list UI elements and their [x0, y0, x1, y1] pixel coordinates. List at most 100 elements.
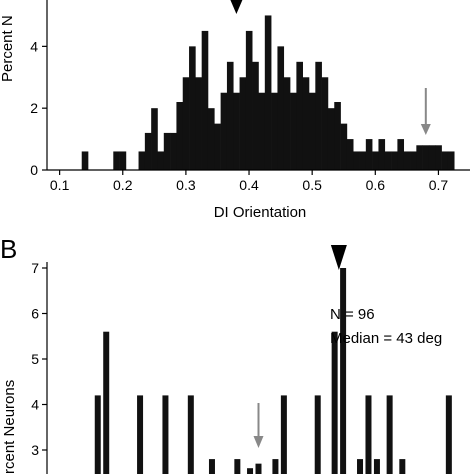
panel-a-bar	[365, 139, 373, 170]
panel-a-bar	[233, 92, 240, 170]
panel-a-bar	[220, 92, 228, 170]
panel-b-bar	[255, 463, 262, 474]
panel-a-bar	[163, 132, 171, 170]
panel-a-bar	[428, 145, 436, 170]
panel-a-gray-arrow	[420, 88, 431, 135]
panel-b-bar	[272, 459, 279, 474]
panel-b-histogram: B 3 4 5 6 7 rcent Neurons N = 96 Median = 43…	[0, 234, 452, 474]
panel-a-bar	[359, 151, 367, 170]
panel-b-bar	[94, 395, 101, 474]
panel-a-bar	[283, 77, 291, 170]
panel-b-bar	[234, 459, 241, 474]
panel-b-bar	[280, 395, 287, 474]
panel-a-bar	[144, 132, 152, 170]
annotation-median: Median = 43 deg	[330, 330, 442, 347]
panel-b-bar	[373, 459, 380, 474]
panel-b-bar	[357, 459, 364, 474]
panel-b-bar	[162, 395, 169, 474]
panel-b-y-ticks: 3 4 5 6 7	[31, 260, 47, 458]
panel-a-bar	[195, 77, 202, 170]
panel-b-y-tick-label: 6	[31, 306, 39, 322]
panel-a-bar	[410, 151, 417, 170]
panel-b-gray-arrow	[253, 403, 264, 448]
panel-a-bar	[422, 145, 430, 170]
panel-a-bar	[258, 92, 266, 170]
panel-a-y-ticks: 0 2 4	[30, 38, 47, 178]
panel-a-bar	[277, 46, 285, 171]
panel-b-bar	[314, 395, 321, 474]
panel-a-bar	[353, 151, 360, 170]
panel-a-histogram: 0.1 0.2 0.3 0.4 0.5 0.6 0.7 0 2 4 DI Orientation…	[0, 0, 470, 221]
panel-b-bar	[103, 331, 110, 474]
panel-a-bar	[372, 151, 379, 170]
panel-a-bar	[435, 145, 442, 170]
panel-a-bar	[321, 77, 329, 170]
panel-a-x-tick-label: 0.1	[50, 177, 70, 193]
panel-a-bar	[384, 151, 392, 170]
panel-b-y-tick-label: 5	[31, 351, 39, 367]
panel-a-x-axis-title: DI Orientation	[214, 204, 307, 221]
panel-a-bar	[416, 145, 423, 170]
panel-a-bar	[296, 61, 303, 171]
panel-b-bar	[445, 395, 452, 474]
panel-b-bar	[137, 395, 144, 474]
panel-b-median-marker	[330, 245, 347, 270]
panel-a-bar	[239, 77, 247, 170]
panel-a-y-axis-title: Percent N	[0, 15, 16, 82]
panel-b-y-tick-label: 4	[31, 397, 39, 413]
panel-a-bar	[226, 61, 234, 171]
panel-a-bar	[346, 139, 354, 170]
panel-a-x-tick-label: 0.5	[302, 177, 322, 193]
panel-a-x-ticks: 0.1 0.2 0.3 0.4 0.5 0.6 0.7	[50, 170, 448, 193]
panel-a-x-tick-label: 0.2	[113, 177, 133, 193]
panel-a-bar	[189, 46, 196, 171]
panel-a-bar	[151, 108, 158, 170]
panel-a-bar	[327, 108, 335, 170]
panel-a-bar	[271, 92, 278, 170]
panel-a-bar	[214, 123, 221, 170]
panel-a-bar	[245, 30, 253, 171]
panel-a-bar	[334, 102, 341, 170]
panel-a-bar	[264, 15, 272, 171]
panel-a-bar	[447, 151, 455, 170]
panel-b-y-tick-label: 7	[31, 260, 39, 276]
panel-a-bar	[391, 151, 398, 170]
annotation-n: N = 96	[330, 306, 375, 323]
panel-b-bar	[386, 395, 393, 474]
panel-a-bar	[378, 139, 386, 170]
panel-a-y-tick-label: 0	[30, 162, 38, 178]
panel-a-bar	[207, 108, 215, 170]
panel-a-y-tick-label: 2	[30, 100, 38, 116]
panel-a-bar	[252, 61, 259, 171]
panel-a-bar	[441, 151, 449, 170]
panel-a-x-tick-label: 0.4	[239, 177, 259, 193]
panel-a-bar	[302, 77, 310, 170]
panel-b-y-axis-title: rcent Neurons	[1, 380, 18, 474]
panel-a-bar	[138, 151, 146, 170]
panel-b-y-tick-label: 3	[31, 442, 39, 458]
panel-a-bars	[81, 15, 455, 171]
panel-a-bar	[176, 102, 184, 170]
panel-a-y-tick-label: 4	[30, 38, 38, 54]
panel-b-bar	[399, 459, 406, 474]
panel-a-bar	[309, 92, 316, 170]
panel-b-bar	[208, 459, 215, 474]
panel-a-bar	[81, 151, 89, 170]
panel-a-x-tick-label: 0.6	[366, 177, 386, 193]
panel-b-bar	[247, 468, 254, 474]
panel-a-bar	[290, 92, 297, 170]
panel-a-bar	[119, 151, 127, 170]
panel-a-bar	[201, 30, 209, 171]
panel-a-bar	[315, 61, 322, 171]
panel-a-bar	[113, 151, 120, 170]
panel-a-bar	[170, 132, 177, 170]
panel-a-x-tick-label: 0.3	[176, 177, 196, 193]
panel-b-bar	[187, 395, 194, 474]
panel-a-bar	[182, 77, 190, 170]
panel-b-bar	[365, 395, 372, 474]
panel-b-bars	[94, 268, 452, 474]
panel-a-bar	[340, 123, 348, 170]
panel-b-bar	[340, 268, 347, 474]
panel-letter: B	[0, 234, 17, 264]
